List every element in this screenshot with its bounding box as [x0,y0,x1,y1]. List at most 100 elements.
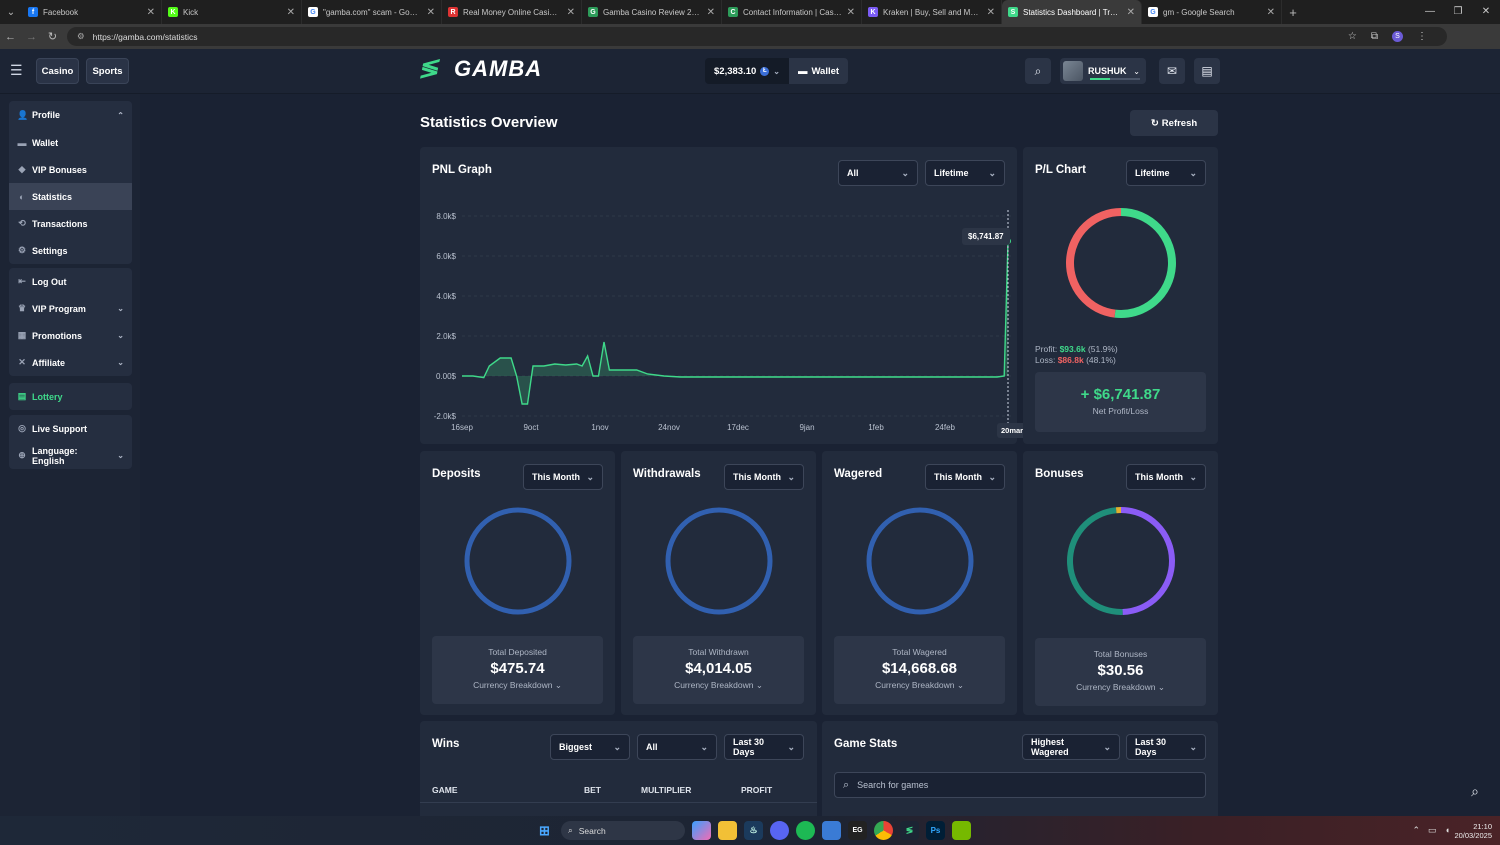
tab-close-icon[interactable]: ✕ [286,6,295,18]
taskbar-search[interactable]: ⌕ Search [561,821,685,840]
nvidia-icon[interactable] [952,821,971,840]
sidebar-item-log-out[interactable]: ⇤ Log Out [9,268,132,295]
gamba-app-icon[interactable]: ≶ [900,821,919,840]
chat-button[interactable]: ▤ [1194,58,1220,84]
minimize-icon[interactable]: — [1425,6,1435,17]
bookmark-star-icon[interactable]: ☆ [1347,31,1357,42]
tab-close-icon[interactable]: ✕ [986,6,995,18]
wins-sort-value: Biggest [559,742,593,752]
sidebar-group: ▤ Lottery [9,383,132,410]
reload-icon[interactable]: ↻ [47,31,58,43]
windows-start-icon[interactable]: ⊞ [539,822,550,838]
breakdown-label: Currency Breakdown [473,680,553,690]
tab-favicon-icon: G [308,7,318,17]
balance-selector[interactable]: $2,383.10 Ł ⌄ [705,58,789,84]
steam-icon[interactable]: ♨ [744,821,763,840]
chrome-icon[interactable] [874,821,893,840]
wins-range-select[interactable]: Last 30 Days ⌄ [724,734,804,760]
wallet-button[interactable]: ▬ Wallet [789,58,848,84]
zoom-search-icon[interactable]: ⌕ [1471,783,1479,799]
forward-icon[interactable]: → [26,30,37,43]
wins-game-select[interactable]: All ⌄ [637,734,717,760]
tab-close-icon[interactable]: ✕ [1266,6,1275,18]
refresh-button[interactable]: ↻ Refresh [1130,110,1218,136]
tab-close-icon[interactable]: ✕ [426,6,435,18]
browser-tab[interactable]: C Contact Information | Casino G ✕ [722,0,862,24]
gamestats-sort-select[interactable]: Highest Wagered ⌄ [1022,734,1120,760]
loss-value: $86.8k [1057,355,1084,365]
sidebar-item-lottery[interactable]: ▤ Lottery [9,383,132,410]
logout-icon: ⇤ [18,276,26,286]
file-explorer-icon[interactable] [718,821,737,840]
sidebar-item-profile[interactable]: 👤 Profile ⌃ [9,101,132,129]
currency-breakdown-toggle[interactable]: Currency Breakdown ⌄ [432,680,603,691]
pnl-range-select[interactable]: Lifetime ⌄ [925,160,1005,186]
currency-breakdown-toggle[interactable]: Currency Breakdown ⌄ [834,680,1005,691]
back-icon[interactable]: ← [5,30,16,43]
gamestats-range-select[interactable]: Last 30 Days ⌄ [1126,734,1206,760]
browser-tab[interactable]: S Statistics Dashboard | Track You ✕ [1002,0,1142,24]
pl-range-select[interactable]: Lifetime ⌄ [1126,160,1206,186]
browser-tab[interactable]: K Kick ✕ [162,0,302,24]
sidebar-item-promotions[interactable]: ▦ Promotions ⌄ [9,322,132,349]
epic-games-icon[interactable]: EG [848,821,867,840]
deposits-range-select[interactable]: This Month ⌄ [523,464,603,490]
globe-icon: ⊕ [18,450,26,460]
spotify-icon[interactable] [796,821,815,840]
taskbar-clock[interactable]: 21:10 20/03/2025 [1454,822,1492,840]
browser-tab[interactable]: K Kraken | Buy, Sell and Margin Tr ✕ [862,0,1002,24]
wagered-range-select[interactable]: This Month ⌄ [925,464,1005,490]
withdrawals-range-select[interactable]: This Month ⌄ [724,464,804,490]
sidebar-item-vip-program[interactable]: ♛ VIP Program ⌄ [9,295,132,322]
casino-tab[interactable]: Casino [36,58,79,84]
profile-avatar[interactable]: S [1392,31,1403,42]
sidebar-item-vip-bonuses[interactable]: ◆ VIP Bonuses [9,156,132,183]
sidebar-item-language-english[interactable]: ⊕ Language: English ⌄ [9,442,132,469]
tab-close-icon[interactable]: ✕ [146,6,155,18]
gamba-logo[interactable]: ≶ GAMBA [417,55,542,83]
volume-icon[interactable]: ◖ [1444,825,1450,835]
copilot-icon[interactable] [692,821,711,840]
browser-menu-icon[interactable]: ⋮ [1417,31,1427,42]
sidebar-item-affiliate[interactable]: ✕ Affiliate ⌄ [9,349,132,376]
sidebar-item-live-support[interactable]: ◎ Live Support [9,415,132,442]
pnl-line [462,241,1009,405]
notifications-button[interactable]: ✉ [1159,58,1185,84]
tab-close-icon[interactable]: ✕ [566,6,575,18]
url-input[interactable]: ⚙ https://gamba.com/statistics ☆ ⧉ S ⋮ [67,27,1447,46]
sports-tab[interactable]: Sports [86,58,129,84]
browser-tab[interactable]: f Facebook ✕ [22,0,162,24]
browser-tab[interactable]: R Real Money Online Casinos 202 ✕ [442,0,582,24]
currency-breakdown-toggle[interactable]: Currency Breakdown ⌄ [633,680,804,691]
pnl-type-select[interactable]: All ⌄ [838,160,918,186]
tab-close-icon[interactable]: ✕ [846,6,855,18]
tab-close-icon[interactable]: ✕ [706,6,715,18]
wagered-total-box: Total Wagered $14,668.68 Currency Breakd… [834,636,1005,704]
tab-close-icon[interactable]: ✕ [1126,6,1135,18]
tray-overflow-icon[interactable]: ⌃ [1412,825,1421,835]
network-icon[interactable]: ▭ [1428,825,1437,835]
currency-breakdown-toggle[interactable]: Currency Breakdown ⌄ [1035,682,1206,693]
tab-search-icon[interactable]: ⌄ [6,6,16,18]
discord-icon[interactable] [770,821,789,840]
close-icon[interactable]: ✕ [1481,6,1491,17]
browser-tab[interactable]: G Gamba Casino Review 2025 | Ex ✕ [582,0,722,24]
sidebar-item-settings[interactable]: ⚙ Settings [9,237,132,264]
user-menu[interactable]: RUSHUK ⌄ [1060,58,1146,84]
extensions-icon[interactable]: ⧉ [1370,31,1378,42]
sidebar-item-wallet[interactable]: ▬ Wallet [9,129,132,156]
hamburger-menu-icon[interactable]: ☰ [10,62,23,78]
notepad-icon[interactable] [822,821,841,840]
search-button[interactable]: ⌕ [1025,58,1051,84]
browser-tab[interactable]: G "gamba.com" scam - Google Se ✕ [302,0,442,24]
bonuses-range-select[interactable]: This Month ⌄ [1126,464,1206,490]
photoshop-icon[interactable]: Ps [926,821,945,840]
sidebar-item-statistics[interactable]: ◐ Statistics [9,183,132,210]
site-info-icon[interactable]: ⚙ [77,31,85,41]
game-search-input[interactable]: ⌕ Search for games [834,772,1206,798]
restore-icon[interactable]: ❐ [1453,6,1463,17]
new-tab-button[interactable]: + [1289,4,1297,20]
wins-sort-select[interactable]: Biggest ⌄ [550,734,630,760]
sidebar-item-transactions[interactable]: ⟲ Transactions [9,210,132,237]
